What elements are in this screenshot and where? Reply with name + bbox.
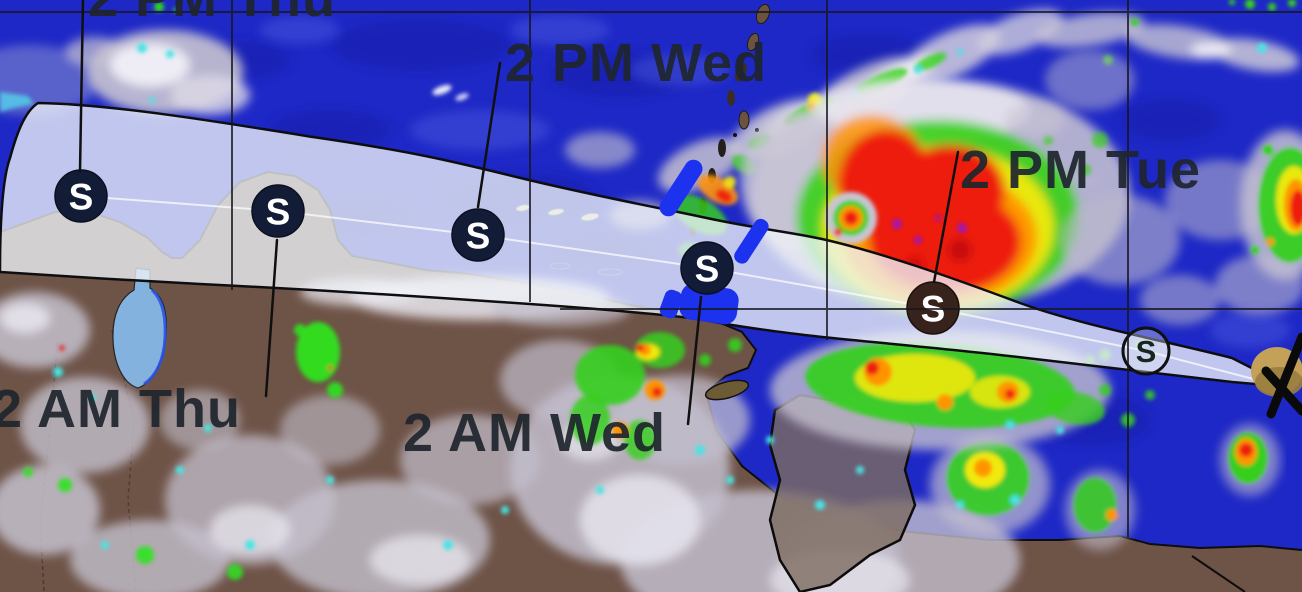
- cyan-arrow-shape: [0, 92, 34, 112]
- marker-2pm-thu[interactable]: S: [54, 169, 108, 223]
- forecast-cone: [0, 101, 1291, 389]
- marker-2am-thu[interactable]: S: [251, 184, 305, 238]
- border-bottom-right: [1191, 555, 1246, 592]
- convection-below-cone: [770, 330, 1155, 450]
- lake-maracaibo: [112, 267, 167, 389]
- label-2pm-thu: 2 PM Thu: [88, 0, 336, 28]
- label-leader-lines: [78, 0, 960, 426]
- tobago-island: [704, 379, 750, 401]
- current-position-marker[interactable]: [1251, 332, 1302, 419]
- specks-left-land: [23, 322, 509, 580]
- label-2pm-wed: 2 PM Wed: [505, 33, 767, 93]
- marker-letter: S: [1136, 334, 1157, 369]
- time-labels: 2 PM Thu 2 AM Thu 2 PM Wed 2 AM Wed 2 PM…: [0, 0, 1201, 463]
- track-markers: S S S S S S: [54, 169, 1302, 419]
- marker-open-s[interactable]: S: [1121, 326, 1171, 376]
- marker-2am-wed[interactable]: S: [680, 241, 734, 295]
- country-border-dashed: [39, 335, 59, 592]
- convection-bottom-right: [930, 424, 1280, 550]
- x-icon: [1261, 332, 1302, 419]
- marker-letter: S: [466, 215, 491, 256]
- convection-bottom-middle: [570, 332, 864, 510]
- label-2am-wed: 2 AM Wed: [403, 403, 666, 463]
- label-2am-thu: 2 AM Thu: [0, 379, 241, 439]
- marker-2pm-wed[interactable]: S: [451, 208, 505, 262]
- tropical-storm-warning-areas: [659, 159, 769, 325]
- specks-top-left: [137, 2, 469, 103]
- marker-letter: S: [69, 176, 94, 217]
- marker-letter: S: [695, 248, 720, 289]
- marker-letter: S: [266, 191, 291, 232]
- latlon-grid: [0, 0, 1302, 537]
- label-2pm-tue: 2 PM Tue: [960, 140, 1201, 200]
